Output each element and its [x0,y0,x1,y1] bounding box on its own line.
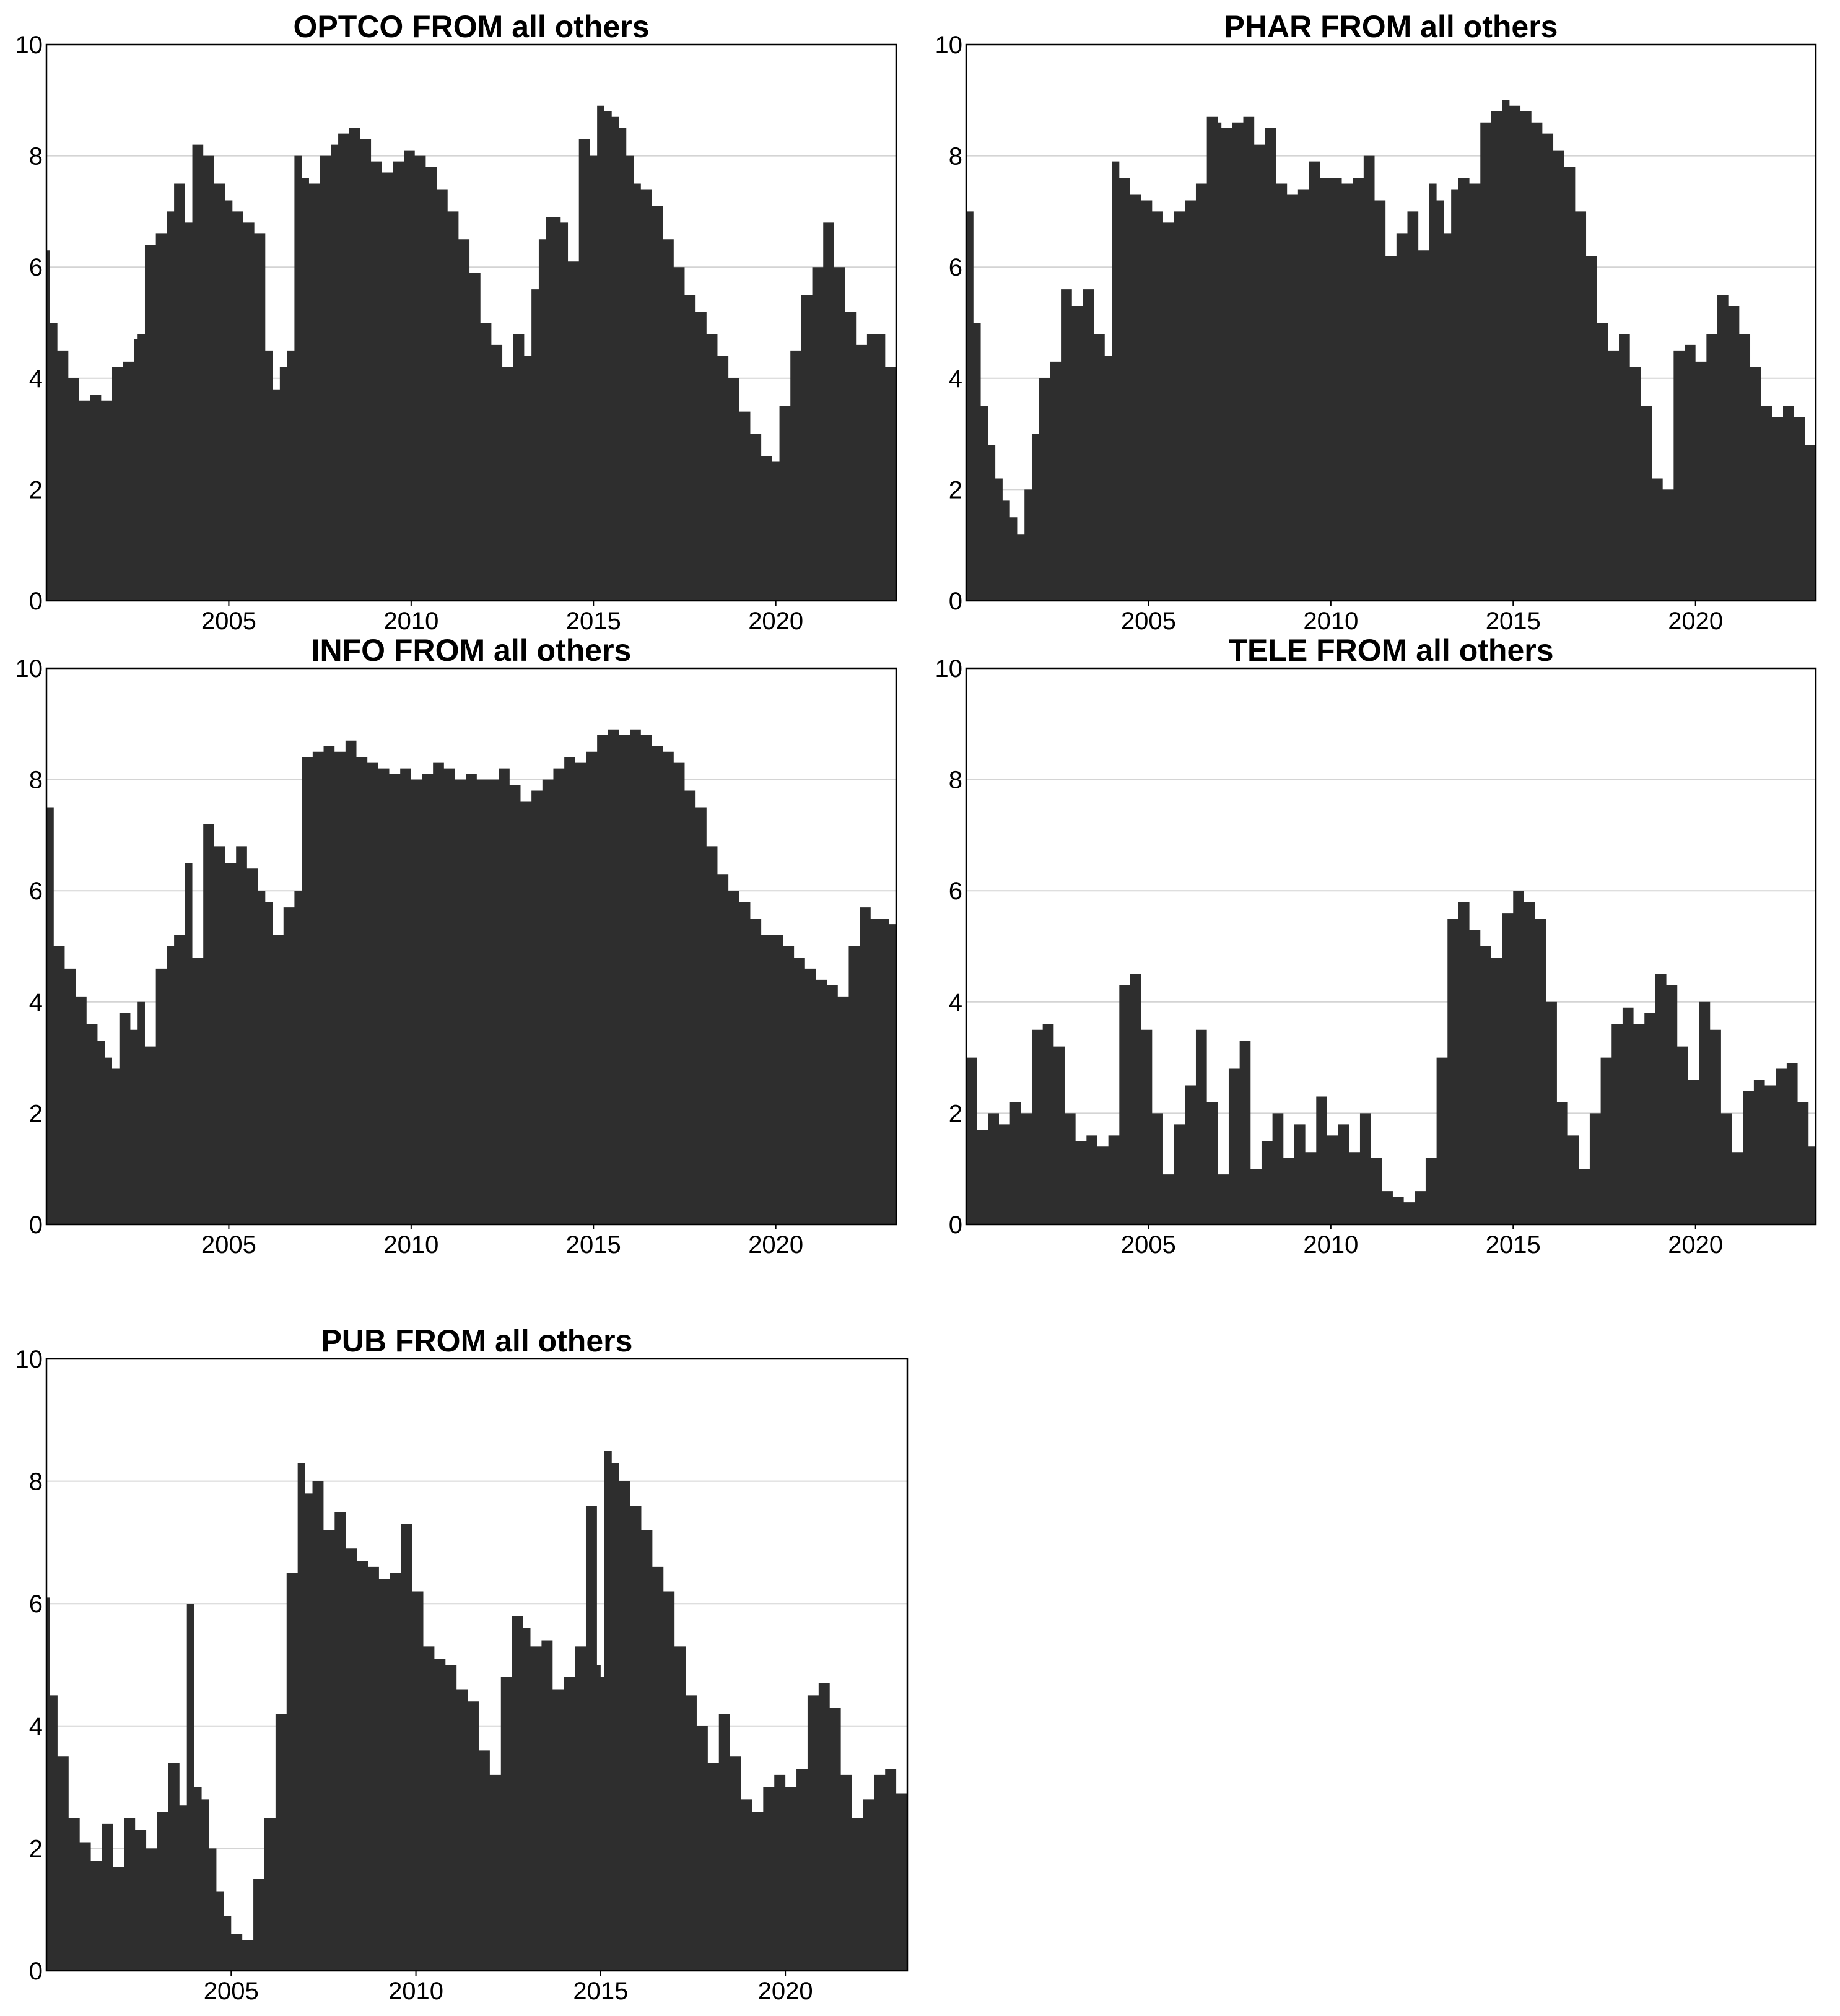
y-tick-label: 8 [949,143,962,170]
chart-info: 0 2 4 6 8 10 2005 2010 2015 2020 INFO FROM all oth… [0,633,917,1276]
y-tick-label: 10 [935,655,963,683]
chart-svg-pub: 0 2 4 6 8 10 2005 2010 2015 2020 PUB FROM all othe… [15,1324,909,2005]
x-tick-label: 2015 [566,1231,621,1259]
area-series [966,100,1816,601]
y-tick-label: 10 [15,655,43,683]
y-tick-label: 2 [29,1100,43,1127]
chart-title: OPTCO FROM all others [293,9,649,44]
y-tick-label: 6 [949,878,962,905]
y-tick-label: 4 [949,989,962,1016]
chart-svg-optco: 0 2 4 6 8 10 2005 2010 2015 2020 OPTCO FROM all ot… [15,9,897,635]
chart-svg-phar: 0 2 4 6 8 10 2005 2010 2015 2020 PHAR FROM all oth… [935,9,1817,635]
chart-title: PUB FROM all others [321,1324,633,1358]
y-tick-label: 8 [949,767,962,794]
x-tick-label: 2010 [383,608,438,635]
chart-pub: 0 2 4 6 8 10 2005 2010 2015 2020 PUB FROM all othe… [0,1313,929,2016]
area-series [46,105,896,601]
y-tick-label: 2 [29,476,43,504]
y-tick-label: 2 [949,1100,962,1127]
x-tick-label: 2010 [1303,1231,1358,1259]
x-tick-label: 2020 [758,1978,813,2005]
y-tick-label: 4 [29,1713,43,1740]
y-tick-label: 4 [29,365,43,393]
chart-title: TELE FROM all others [1228,633,1553,668]
chart-optco: 0 2 4 6 8 10 2005 2010 2015 2020 OPTCO FROM all ot… [0,0,917,638]
x-tick-label: 2020 [1668,608,1723,635]
y-tick-label: 6 [29,254,43,281]
x-tick-label: 2015 [566,608,621,635]
x-tick-label: 2020 [1668,1231,1723,1259]
y-tick-label: 2 [29,1835,43,1862]
y-tick-label: 6 [29,878,43,905]
chart-title: INFO FROM all others [312,633,632,668]
chart-tele: 0 2 4 6 8 10 2005 2010 2015 2020 TELE FROM all oth… [920,633,1840,1276]
y-tick-label: 0 [29,1211,43,1239]
plot-frame [965,43,1817,602]
x-tick-label: 2020 [748,1231,803,1259]
y-tick-label: 4 [29,989,43,1016]
y-tick-label: 8 [29,143,43,170]
x-tick-label: 2005 [1121,608,1176,635]
x-tick-label: 2005 [201,1231,256,1259]
chart-phar: 0 2 4 6 8 10 2005 2010 2015 2020 PHAR FROM all oth… [920,0,1840,638]
x-tick-label: 2005 [204,1978,259,2005]
chart-svg-tele: 0 2 4 6 8 10 2005 2010 2015 2020 TELE FROM all oth… [935,633,1817,1259]
y-tick-label: 6 [29,1591,43,1618]
plot-frame [45,1358,909,1972]
x-tick-label: 2015 [1486,608,1541,635]
x-tick-label: 2010 [383,1231,438,1259]
y-tick-label: 0 [29,588,43,615]
x-tick-label: 2005 [1121,1231,1176,1259]
y-tick-label: 6 [949,254,962,281]
chart-svg-info: 0 2 4 6 8 10 2005 2010 2015 2020 INFO FROM all oth… [15,633,897,1259]
x-tick-label: 2010 [388,1978,443,2005]
x-tick-label: 2015 [573,1978,628,2005]
area-series [46,729,896,1224]
y-tick-label: 4 [949,365,962,393]
y-tick-label: 0 [29,1958,43,1985]
y-tick-label: 8 [29,1468,43,1496]
chart-title: PHAR FROM all others [1224,9,1558,44]
x-tick-label: 2005 [201,608,256,635]
y-tick-label: 10 [15,32,43,59]
area-series [46,1451,907,1971]
y-tick-label: 2 [949,476,962,504]
y-tick-label: 0 [949,1211,962,1239]
x-tick-label: 2015 [1486,1231,1541,1259]
y-tick-label: 10 [15,1346,43,1373]
plot-frame [45,667,897,1226]
y-tick-label: 10 [935,32,963,59]
x-tick-label: 2020 [748,608,803,635]
area-series [966,891,1816,1224]
x-tick-label: 2010 [1303,608,1358,635]
y-tick-label: 8 [29,767,43,794]
plot-frame [965,667,1817,1226]
plot-frame [45,43,897,602]
y-tick-label: 0 [949,588,962,615]
